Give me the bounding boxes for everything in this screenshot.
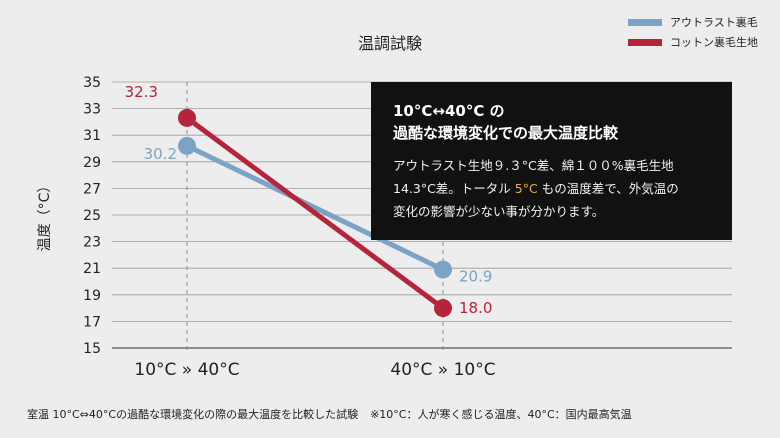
footnote-main: 室温 10°C⇔40°Cの過酷な環境変化の際の最大温度を比較した試験 bbox=[27, 408, 359, 421]
footnote: 室温 10°C⇔40°Cの過酷な環境変化の際の最大温度を比較した試験 ※10°C：… bbox=[27, 406, 632, 422]
legend-swatch-cotton bbox=[628, 38, 662, 46]
data-point-0-0 bbox=[178, 136, 196, 155]
series-line-1 bbox=[184, 115, 446, 311]
data-point-0-1 bbox=[434, 260, 452, 279]
callout-box: 10°C↔40°C の 過酷な環境変化での最大温度比較 アウトラスト生地９.３°… bbox=[371, 82, 732, 240]
legend-entry-outlast: アウトラスト裏毛 bbox=[628, 12, 758, 32]
legend-label-cotton: コットン裏毛生地 bbox=[670, 36, 758, 49]
y-tick-label: 33 bbox=[83, 102, 101, 118]
y-tick-label: 17 bbox=[83, 314, 101, 330]
callout-body-line2: 14.3°C差。トータル 5°C もの温度差で、外気温の bbox=[393, 177, 714, 200]
callout-heading: 10°C↔40°C の 過酷な環境変化での最大温度比較 bbox=[393, 100, 714, 144]
callout-body-line2-b: もの温度差で、外気温の bbox=[537, 181, 679, 196]
y-tick-label: 19 bbox=[83, 288, 101, 304]
data-label: 20.9 bbox=[459, 268, 492, 286]
legend: アウトラスト裏毛 コットン裏毛生地 bbox=[628, 12, 758, 52]
y-tick-label: 21 bbox=[83, 261, 101, 277]
callout-highlight-value: 5°C bbox=[514, 181, 538, 196]
data-label: 30.2 bbox=[144, 145, 177, 163]
series-line-0 bbox=[184, 143, 446, 273]
series-0: 30.2 20.9 bbox=[144, 136, 492, 286]
y-tick-label: 23 bbox=[83, 235, 101, 251]
series-1: 32.3 18.0 bbox=[125, 83, 492, 318]
x-tick-labels: 10°C » 40°C 40°C » 10°C bbox=[134, 360, 495, 380]
legend-entry-cotton: コットン裏毛生地 bbox=[628, 32, 758, 52]
y-tick-label: 15 bbox=[83, 341, 101, 357]
data-label: 18.0 bbox=[459, 299, 492, 317]
legend-swatch-outlast bbox=[628, 18, 662, 26]
y-tick-label: 35 bbox=[83, 75, 101, 91]
callout-heading-line1: 10°C↔40°C の bbox=[393, 102, 505, 120]
callout-heading-line2: 過酷な環境変化での最大温度比較 bbox=[393, 124, 619, 142]
callout-body: アウトラスト生地９.３°C差、綿１００%裏毛生地 14.3°C差。トータル 5°… bbox=[393, 154, 714, 223]
legend-label-outlast: アウトラスト裏毛 bbox=[670, 16, 758, 29]
chart-title: 温調試験 bbox=[357, 34, 422, 53]
callout-body-line1: アウトラスト生地９.３°C差、綿１００%裏毛生地 bbox=[393, 158, 674, 173]
x-tick-label: 40°C » 10°C bbox=[390, 360, 495, 380]
y-tick-label: 29 bbox=[83, 155, 101, 171]
y-axis-label: 温度（°C） bbox=[37, 178, 53, 252]
footnote-note: ※10°C：人が寒く感じる温度、40°C：国内最高気温 bbox=[370, 408, 632, 421]
data-point-1-0 bbox=[178, 108, 196, 127]
series-layer: 30.2 20.9 32.3 18.0 bbox=[125, 83, 492, 318]
x-tick-label: 10°C » 40°C bbox=[134, 360, 239, 380]
y-tick-label: 27 bbox=[83, 181, 101, 197]
y-tick-labels: 15 17 19 21 23 25 27 29 31 33 35 bbox=[83, 75, 101, 357]
y-tick-label: 25 bbox=[83, 208, 101, 224]
y-tick-label: 31 bbox=[83, 128, 101, 144]
callout-body-line2-a: 14.3°C差。トータル bbox=[393, 181, 515, 196]
data-label: 32.3 bbox=[125, 83, 158, 101]
callout-body-line3: 変化の影響が少ない事が分かります。 bbox=[393, 204, 605, 219]
data-point-1-1 bbox=[434, 299, 452, 318]
